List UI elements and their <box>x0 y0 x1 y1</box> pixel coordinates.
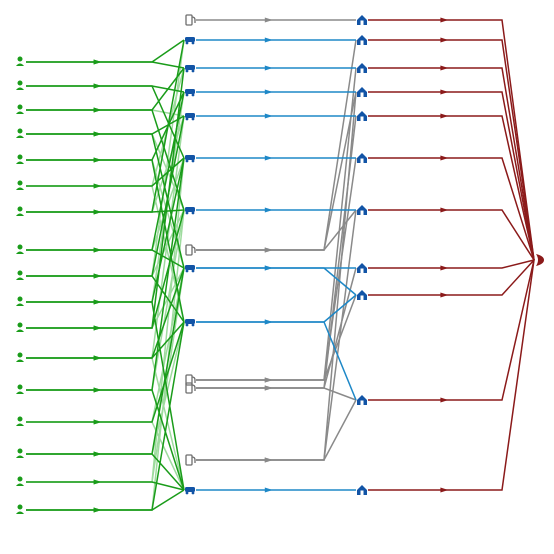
vehicle-icon <box>185 89 195 96</box>
person-icon <box>16 477 24 487</box>
depot-icon <box>357 153 367 163</box>
edge <box>196 210 356 460</box>
edge <box>26 110 184 116</box>
depot-icon <box>357 111 367 121</box>
edge <box>196 68 356 380</box>
edge <box>368 158 534 260</box>
edge <box>368 260 534 268</box>
person-icon <box>16 155 24 165</box>
person-icon <box>16 505 24 515</box>
person-icon <box>16 181 24 191</box>
person-icon <box>16 81 24 91</box>
station-icon <box>186 15 195 25</box>
person-icon <box>16 323 24 333</box>
station-icon <box>186 245 195 255</box>
edge <box>368 260 534 295</box>
vehicle-icon <box>185 487 195 494</box>
depot-icon <box>357 205 367 215</box>
depot-icon <box>357 485 367 495</box>
person-icon <box>16 297 24 307</box>
person-icon <box>16 417 24 427</box>
depot-icon <box>357 263 367 273</box>
edge <box>196 92 356 460</box>
vehicle-icon <box>185 65 195 72</box>
person-icon <box>16 129 24 139</box>
edge <box>368 92 534 260</box>
person-icon <box>16 353 24 363</box>
depot-icon <box>357 35 367 45</box>
edge <box>26 40 184 62</box>
vehicle-icon <box>185 265 195 272</box>
vehicle-icon <box>185 207 195 214</box>
vehicle-icon <box>185 319 195 326</box>
edge <box>196 158 356 380</box>
edge <box>26 92 184 302</box>
person-icon <box>16 105 24 115</box>
edge <box>368 260 534 400</box>
edge <box>26 92 184 160</box>
person-icon <box>16 207 24 217</box>
edge <box>196 210 356 250</box>
edge <box>196 400 356 460</box>
vehicle-icon <box>185 155 195 162</box>
depot-icon <box>357 15 367 25</box>
edge <box>26 158 184 186</box>
depot-icon <box>357 290 367 300</box>
station-icon <box>186 455 195 465</box>
edge <box>196 116 356 388</box>
network-diagram <box>0 0 554 554</box>
edge <box>26 490 184 510</box>
edge <box>196 40 356 250</box>
vehicle-icon <box>185 37 195 44</box>
person-icon <box>16 449 24 459</box>
edge <box>368 20 534 260</box>
edge <box>368 210 534 260</box>
depot-icon <box>357 395 367 405</box>
edge <box>26 86 184 92</box>
edge <box>26 116 184 134</box>
person-icon <box>16 245 24 255</box>
depot-icon <box>357 87 367 97</box>
edge <box>368 116 534 260</box>
vehicle-icon <box>185 113 195 120</box>
edge <box>26 62 184 68</box>
person-icon <box>16 385 24 395</box>
sink-icon <box>536 254 544 266</box>
depot-icon <box>357 63 367 73</box>
person-icon <box>16 57 24 67</box>
person-icon <box>16 271 24 281</box>
edge <box>368 68 534 260</box>
edge <box>26 86 184 158</box>
edge <box>26 482 184 490</box>
edge <box>196 268 356 295</box>
